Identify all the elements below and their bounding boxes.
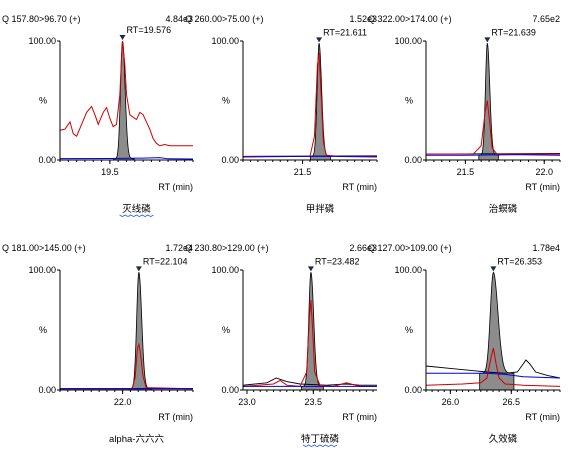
chromatogram-panel-4: Q 181.00>145.00 (+) 1.72e4 100.00 0.00% 22.0… [2,243,194,445]
y-axis-label: % [39,96,47,106]
y-axis-label: % [39,325,47,335]
panel-header-transition: Q 127.00>109.00 (+) [368,243,452,253]
compound-name: 久效磷 [489,433,518,445]
y-tick-label: 0.00 [38,385,56,395]
peak-marker-icon [484,37,491,43]
spellcheck-underline [302,444,338,448]
y-tick-label: 100.00 [211,265,239,275]
x-tick-label: 19.5 [101,167,119,177]
y-tick-label: 0.00 [221,385,239,395]
x-axis-label: RT (min) [158,182,193,192]
x-tick-label: 22.0 [114,397,132,407]
panel-header-intensity: 1.78e4 [532,243,560,253]
chromatogram-panel-3: Q 322.00>174.00 (+) 7.65e2 100.00 0.00% 21.5… [368,14,561,215]
chromatogram-panel-2: Q 260.00>75.00 (+) 1.52e3 100.00 0.00% 21.5 R… [185,14,378,215]
qualifier-trace-red [426,100,560,155]
y-axis-label: % [405,325,413,335]
compound-name: alpha-六六六 [109,433,164,445]
qualifier-trace-red [243,52,377,157]
peak-marker-icon [119,35,126,40]
y-axis-label: % [405,96,413,106]
x-tick-label: 22.0 [535,167,553,177]
y-tick-label: 0.00 [404,155,422,165]
y-tick-label: 100.00 [28,265,56,275]
y-axis-label: % [222,325,230,335]
panel-header-transition: Q 230.80>129.00 (+) [185,243,269,253]
x-axis-label: RT (min) [525,182,560,192]
panel-header-intensity: 2.66e3 [349,243,377,253]
peak-marker-icon [490,266,497,272]
peak-rt-label: RT=21.639 [491,27,536,37]
x-tick-label: 21.5 [457,167,475,177]
panel-header-transition: Q 181.00>145.00 (+) [2,243,86,253]
panel-header-intensity: 7.65e2 [532,14,560,24]
spellcheck-underline [119,214,154,218]
x-tick-label: 26.0 [442,397,460,407]
chromatogram-panel-1: Q 157.80>96.70 (+) 4.84e3 100.00 0.00% 19.5 R… [2,14,194,218]
x-tick-label: 21.5 [294,167,312,177]
compound-name: 甲拌磷 [306,203,335,215]
qualifier-trace-red [425,347,561,387]
chromatogram-panel-6: Q 127.00>109.00 (+) 1.78e4 100.00 0.00% 26.0… [368,243,561,445]
compound-name: 特丁硫磷 [301,433,340,445]
y-tick-label: 0.00 [38,155,56,165]
qualifier-trace-red [59,40,193,147]
x-axis-label: RT (min) [342,182,377,192]
peak-rt-label: RT=23.482 [315,256,360,266]
peak-area [128,272,153,391]
y-tick-label: 0.00 [404,385,422,395]
qualifier-trace-red [60,342,194,390]
panel-header-intensity: 1.72e4 [165,243,193,253]
x-tick-label: 26.5 [503,397,521,407]
compound-name: 灭线磷 [122,203,151,215]
peak-marker-icon [307,266,314,272]
panel-header-intensity: 1.52e3 [349,14,377,24]
y-tick-label: 100.00 [394,36,422,46]
x-tick-label: 23.0 [238,397,256,407]
panel-header-transition: Q 260.00>75.00 (+) [185,14,264,24]
x-axis-label: RT (min) [342,412,377,422]
panel-header-intensity: 4.84e3 [165,14,193,24]
x-tick-label: 23.5 [305,397,323,407]
peak-marker-icon [135,266,142,272]
x-axis-label: RT (min) [525,412,560,422]
y-tick-label: 100.00 [211,36,239,46]
qualifier-trace-red [242,299,377,387]
panel-header-transition: Q 322.00>174.00 (+) [368,14,452,24]
x-axis-label: RT (min) [158,412,193,422]
y-tick-label: 0.00 [221,155,239,165]
baseline-trace-blue [59,157,194,160]
y-axis-label: % [222,96,230,106]
compound-name: 治螟磷 [489,203,518,215]
baseline-trace-blue [242,155,378,158]
panel-header-transition: Q 157.80>96.70 (+) [2,14,81,24]
peak-rt-label: RT=21.611 [323,27,367,37]
confirm-trace-black [425,359,561,379]
chromatogram-panel-5: Q 230.80>129.00 (+) 2.66e3 100.00 0.00% 23.0… [185,243,377,448]
peak-rt-label: RT=26.353 [497,256,542,266]
y-tick-label: 100.00 [394,265,422,275]
peak-rt-label: RT=22.104 [143,256,188,266]
y-tick-label: 100.00 [28,36,56,46]
baseline-trace-blue [426,372,561,379]
peak-rt-label: RT=19.576 [127,25,172,35]
peak-marker-icon [316,37,323,43]
baseline-trace-blue [426,154,561,156]
